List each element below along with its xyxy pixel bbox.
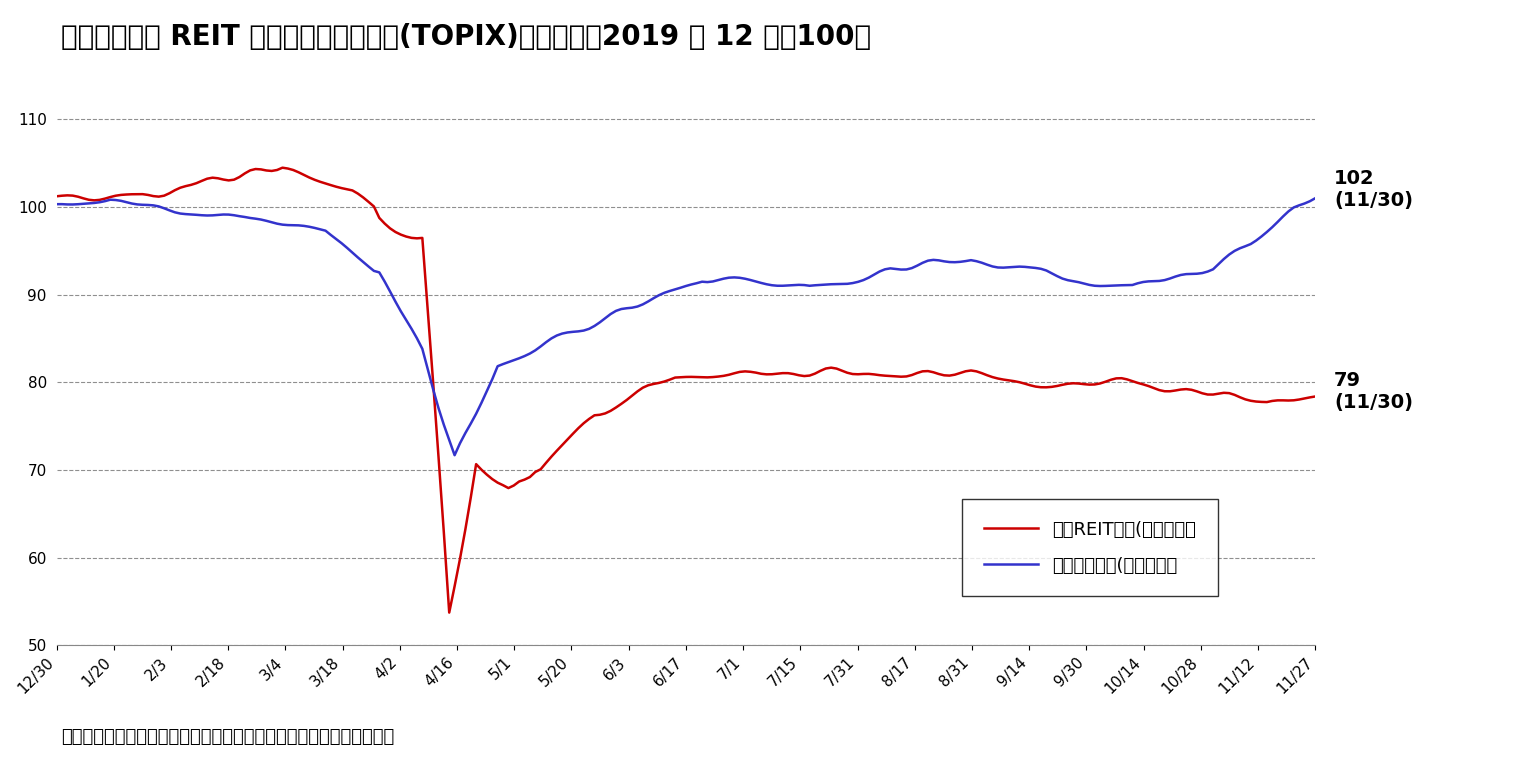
- 東証株価指数(配当除き）: [47, 200, 65, 209]
- 東証株価指数(配当除き）: [102, 195, 120, 204]
- 東証株価指数(配当除き）: [531, 342, 550, 351]
- 東証REIT指数(配当除き）: [768, 369, 786, 378]
- Line: 東証株価指数(配当除き）: 東証株価指数(配当除き）: [56, 198, 1315, 455]
- 東証REIT指数(配当除き）: [440, 608, 458, 617]
- 東証REIT指数(配当除き）: [47, 192, 65, 201]
- Text: 79
(11/30): 79 (11/30): [1334, 371, 1413, 412]
- 東証株価指数(配当除き）: [445, 450, 463, 459]
- 東証REIT指数(配当除き）: [1305, 392, 1324, 401]
- 東証REIT指数(配当除き）: [537, 458, 556, 467]
- Line: 東証REIT指数(配当除き）: 東証REIT指数(配当除き）: [56, 168, 1315, 612]
- 東証REIT指数(配当除き）: [102, 192, 120, 201]
- Text: （出所）東京証券取引所のデータをもとにニッセイ基礎研究所が作成: （出所）東京証券取引所のデータをもとにニッセイ基礎研究所が作成: [61, 727, 395, 746]
- Legend: 東証REIT指数(配当除き）, 東証株価指数(配当除き）: 東証REIT指数(配当除き）, 東証株価指数(配当除き）: [962, 499, 1217, 597]
- Text: 図表１：東証 REIT 指数と東証株価指数(TOPIX)の推移　（2019 年 12 末＝100）: 図表１：東証 REIT 指数と東証株価指数(TOPIX)の推移 （2019 年 …: [61, 23, 871, 51]
- 東証REIT指数(配当除き）: [1058, 379, 1076, 388]
- Text: 102
(11/30): 102 (11/30): [1334, 169, 1413, 210]
- 東証株価指数(配当除き）: [1053, 274, 1072, 283]
- 東証REIT指数(配当除き）: [273, 164, 291, 173]
- 東証株価指数(配当除き）: [1117, 281, 1135, 290]
- 東証株価指数(配当除き）: [1305, 194, 1324, 203]
- 東証REIT指数(配当除き）: [1123, 377, 1142, 386]
- 東証REIT指数(配当除き）: [398, 232, 416, 241]
- 東証株価指数(配当除き）: [392, 307, 410, 316]
- 東証株価指数(配当除き）: [764, 281, 782, 290]
